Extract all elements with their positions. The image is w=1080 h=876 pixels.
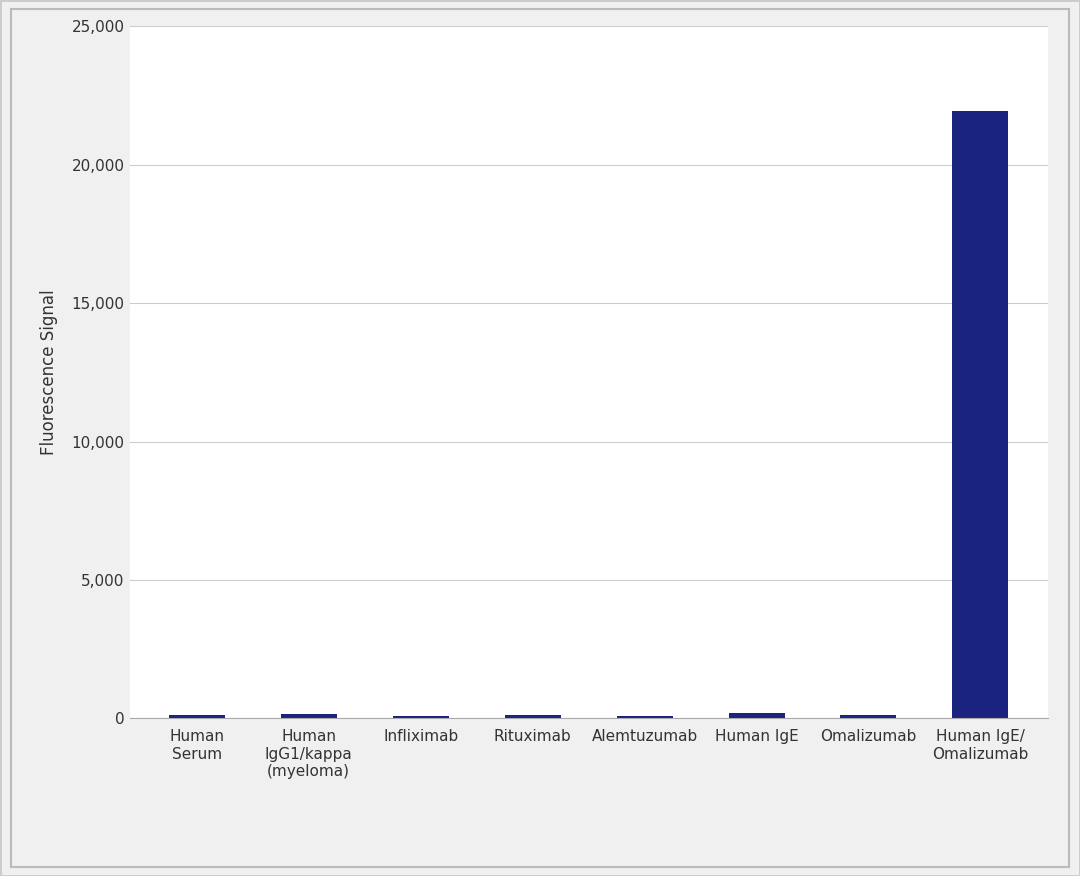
Bar (953, 110, 1009, 718)
Bar (168, 715, 225, 718)
Bar (393, 716, 448, 718)
Y-axis label: Fluorescence Signal: Fluorescence Signal (40, 289, 58, 456)
Bar (729, 713, 784, 718)
Bar (281, 714, 337, 718)
Bar (840, 715, 896, 718)
Bar (617, 716, 673, 718)
Bar (504, 715, 561, 718)
